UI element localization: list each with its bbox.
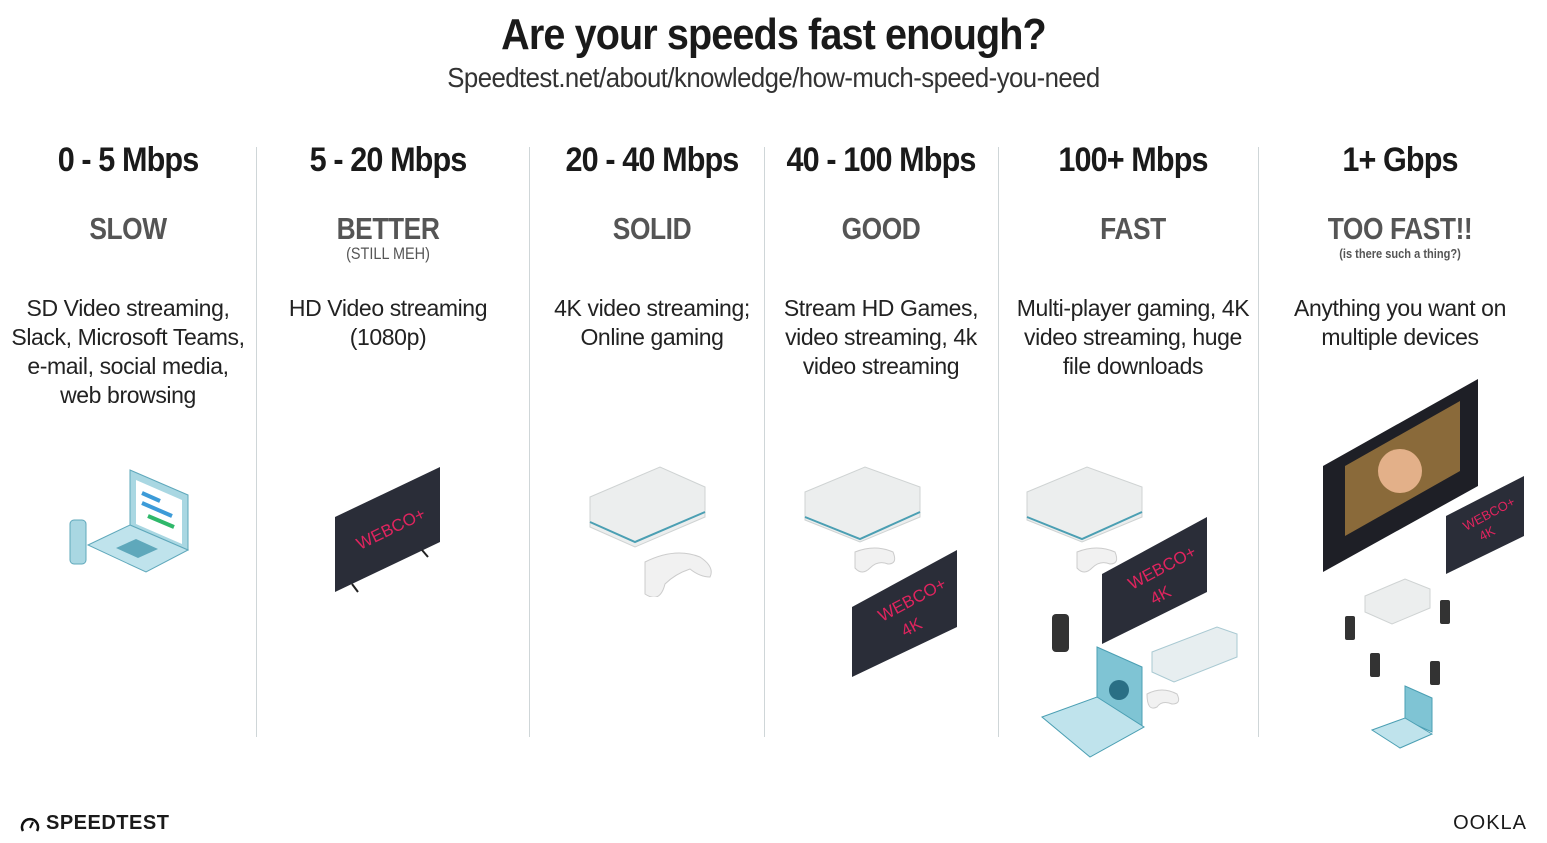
tier-label: GOOD	[841, 211, 921, 246]
tier-range: 20 - 40 Mbps	[565, 141, 740, 179]
tier-label: SLOW	[89, 211, 167, 246]
tier-good: 40 - 100 Mbps GOOD Stream HD Games, vide…	[771, 140, 991, 740]
controller-icon	[644, 552, 712, 597]
phone-icon	[1052, 614, 1069, 652]
tier-range: 1+ Gbps	[1342, 141, 1458, 179]
laptop-icon	[69, 469, 190, 573]
tier-label: SOLID	[612, 211, 692, 246]
tier-fast: 100+ Mbps FAST Multi-player gaming, 4K v…	[1010, 140, 1256, 740]
column-divider	[256, 147, 257, 737]
svg-text:4K: 4K	[1476, 523, 1497, 544]
column-divider	[1258, 147, 1259, 737]
tier-better: 5 - 20 Mbps BETTER (STILL MEH) HD Video …	[270, 140, 506, 740]
speedometer-icon	[20, 817, 40, 832]
column-divider	[764, 147, 765, 737]
tier-description: Anything you want on multiple devices	[1294, 295, 1506, 350]
tier-description: HD Video streaming (1080p)	[288, 295, 488, 350]
speedtest-logo: SPEEDTEST	[20, 812, 169, 835]
tier-range: 0 - 5 Mbps	[57, 141, 200, 179]
page-title: Are your speeds fast enough?	[501, 10, 1047, 59]
console-and-tv-icon: WEBCO+ 4K	[804, 466, 957, 677]
tier-range: 100+ Mbps	[1058, 141, 1208, 179]
column-divider	[998, 147, 999, 737]
tier-description: 4K video streaming; Online gaming	[554, 295, 750, 350]
source-url: Speedtest.net/about/knowledge/how-much-s…	[447, 62, 1100, 93]
tier-label: BETTER	[336, 211, 440, 246]
tier-description: SD Video streaming, Slack, Microsoft Tea…	[11, 295, 245, 408]
speedtest-wordmark: SPEEDTEST	[46, 812, 170, 834]
tv-icon: WEBCO+	[335, 467, 440, 593]
game-console-icon	[589, 466, 712, 597]
tier-note: (STILL MEH)	[346, 244, 430, 263]
multi-device-icon: WEBCO+ 4K	[1026, 466, 1238, 758]
tier-description: Stream HD Games, video streaming, 4k vid…	[783, 295, 979, 379]
tier-description: Multi-player gaming, 4K video streaming,…	[1016, 295, 1250, 379]
ookla-logo: OOKLA	[1453, 812, 1527, 834]
tier-label: TOO FAST!!	[1327, 211, 1473, 246]
tier-slow: 0 - 5 Mbps SLOW SD Video streaming, Slac…	[10, 140, 246, 740]
tier-note: (is there such a thing?)	[1339, 246, 1461, 261]
tier-too-fast: 1+ Gbps TOO FAST!! (is there such a thin…	[1270, 140, 1530, 740]
many-devices-icon: WEBCO+ 4K	[1323, 379, 1524, 749]
column-divider	[529, 147, 530, 737]
tier-label: FAST	[1100, 211, 1166, 246]
tier-range: 5 - 20 Mbps	[309, 141, 468, 179]
tier-range: 40 - 100 Mbps	[786, 141, 977, 179]
tier-solid: 20 - 40 Mbps SOLID 4K video streaming; O…	[540, 140, 764, 740]
